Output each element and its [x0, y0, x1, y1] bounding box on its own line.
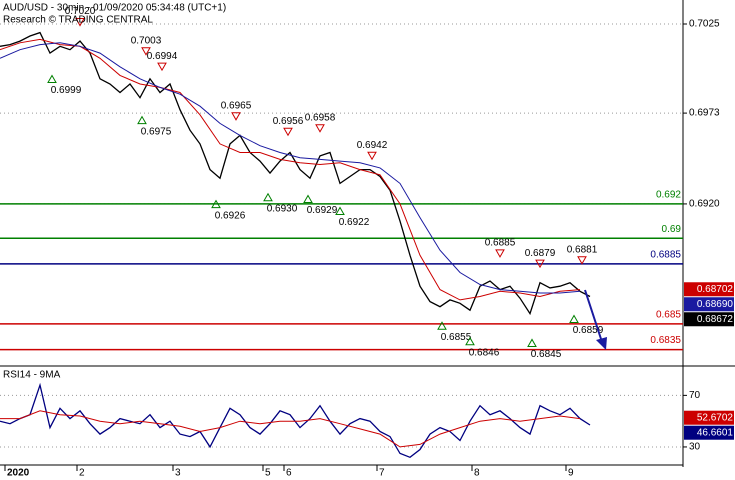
pivot-label: 0.6999: [51, 85, 82, 96]
arrow-head: [596, 337, 607, 350]
pivot-high: [495, 249, 505, 258]
arrow: [584, 289, 607, 350]
pivot-low: [211, 199, 221, 209]
pivot-high: [231, 112, 241, 121]
pivot-high: [157, 62, 167, 72]
pivot-high: [283, 127, 293, 137]
last-value-label: 52.6702: [697, 412, 734, 423]
pivot-high: [367, 151, 377, 161]
pivot-label: 0.6922: [339, 217, 370, 228]
pivot-label: 0.6885: [485, 238, 516, 249]
x-tick-label: 8: [474, 468, 480, 479]
pivot-low: [335, 206, 345, 215]
last-value-box: [684, 425, 734, 440]
pivot-label: 0.6994: [147, 51, 178, 62]
pivot-label: 0.6942: [357, 140, 388, 151]
pivot-label: 0.6965: [221, 100, 252, 111]
pivot-high: [75, 18, 85, 27]
y-tick-label: 70: [689, 390, 701, 401]
series-line: [0, 42, 581, 294]
level-label: 0.69: [662, 224, 682, 235]
arrow-shaft: [584, 289, 603, 343]
series-line: [0, 38, 581, 301]
rsi-title: RSI14 - 9MA: [3, 370, 61, 381]
pivot-high: [577, 256, 587, 265]
last-value-label: 0.68702: [697, 284, 734, 295]
last-value-box: [684, 410, 734, 425]
pivot-label: 0.6958: [305, 112, 336, 123]
y-tick-label: 0.7025: [689, 19, 720, 30]
pivot-high: [535, 259, 545, 269]
series-line: [0, 410, 581, 448]
level-label: 0.6835: [650, 335, 681, 346]
y-tick-label: 0.6920: [689, 199, 720, 210]
x-tick-label: 7: [379, 468, 385, 479]
pivot-label: 0.6956: [273, 116, 304, 127]
pivot-label: 0.6926: [215, 210, 246, 221]
chart-subtitle: Research © TRADING CENTRAL: [3, 15, 153, 26]
last-value-box: [684, 297, 734, 312]
pivot-low: [437, 321, 447, 330]
y-tick-label: 0.6973: [689, 108, 720, 119]
series-line: [0, 31, 591, 316]
pivot-low: [569, 314, 579, 323]
last-value-label: 0.68690: [697, 299, 734, 310]
pivot-label: 0.6881: [567, 244, 598, 255]
plot: 0.7025 0.6973 0.6920 0.692 0.69 0.6885 0.685 0.…: [0, 6, 734, 479]
pivot-low: [47, 74, 57, 84]
pivot-label: 0.6859: [573, 325, 604, 336]
level-label: 0.685: [656, 310, 681, 321]
pivot-label: 0.6879: [525, 248, 556, 259]
pivot-label: 0.6975: [141, 126, 172, 137]
pivot-label: 0.6846: [469, 347, 500, 358]
pivot-low: [527, 338, 537, 347]
last-value-label: 46.6601: [697, 427, 734, 438]
x-tick-label: 9: [568, 468, 574, 479]
last-value-box: [684, 312, 734, 327]
pivot-low: [303, 194, 313, 203]
pivot-label: 0.6855: [441, 332, 472, 343]
x-tick-label: 3: [175, 468, 181, 479]
chart-title: AUD/USD - 30min - 01/09/2020 05:34:48 (U…: [3, 3, 226, 14]
level-label: 0.6885: [650, 250, 681, 261]
pivot-high: [141, 47, 151, 56]
pivot-label: 0.6930: [267, 203, 298, 214]
last-value-label: 0.68672: [697, 314, 734, 325]
pivot-label: 0.7020: [65, 6, 96, 17]
pivot-label: 0.6929: [307, 205, 338, 216]
x-tick-label: 2020: [7, 468, 30, 479]
pivot-label: 0.6845: [531, 349, 562, 360]
level-label: 0.692: [656, 190, 681, 201]
x-tick-label: 6: [286, 468, 292, 479]
pivot-low: [263, 192, 273, 202]
pivot-low: [465, 336, 475, 346]
y-tick-label: 30: [689, 442, 701, 453]
last-value-box: [684, 282, 734, 297]
pivot-high: [315, 124, 325, 133]
x-tick-label: 2: [79, 468, 85, 479]
pivot-low: [137, 115, 147, 125]
x-tick-label: 5: [265, 468, 271, 479]
pivot-label: 0.7003: [131, 35, 162, 46]
